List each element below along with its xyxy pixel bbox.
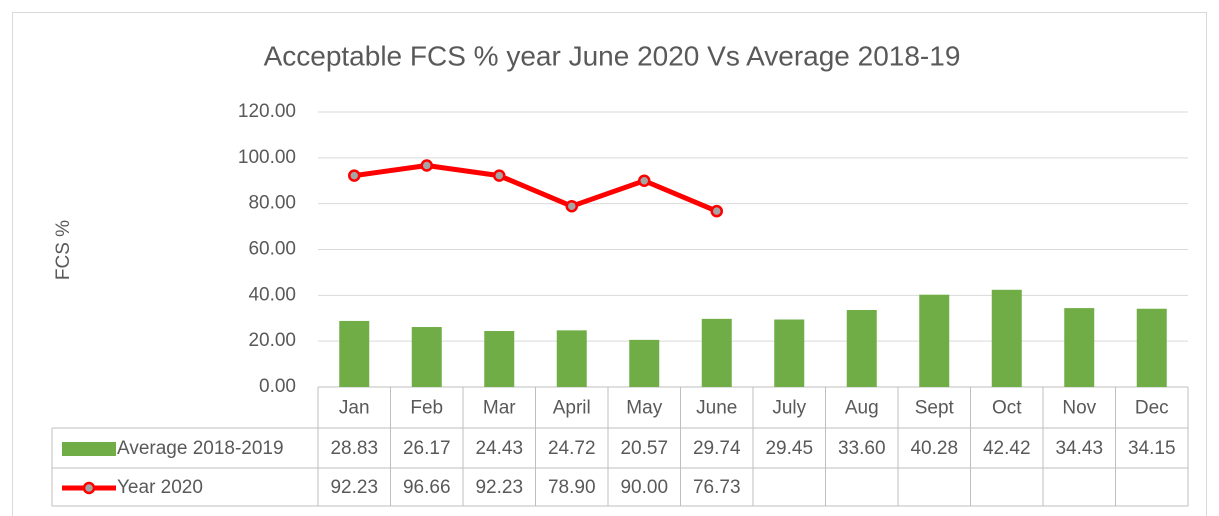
y-tick-label: 120.00 [238,101,296,122]
table-value: 96.66 [403,477,451,498]
x-tick-label: April [553,398,591,419]
bar [701,318,732,387]
x-tick-label: Jan [339,398,370,419]
table-value: 78.90 [548,477,596,498]
line [353,162,718,214]
line-marker [638,174,651,187]
y-tick-label: 80.00 [248,193,296,214]
table-value: 26.17 [403,438,451,459]
table-value: 34.43 [1055,438,1103,459]
y-axis-label: FCS % [53,220,74,280]
y-tick-label: 40.00 [248,284,296,305]
line-marker [493,169,506,182]
x-tick-label: Mar [483,398,516,419]
x-tick-label: Oct [992,398,1022,419]
chart-title: Acceptable FCS % year June 2020 Vs Avera… [264,40,961,71]
line-marker [710,204,723,218]
x-tick-label: May [626,398,662,419]
y-tick-label: 100.00 [238,147,296,168]
bar [339,320,370,387]
bar [1136,308,1167,387]
y-tick-label: 20.00 [248,330,296,351]
x-tick-label: Nov [1062,398,1096,419]
table-value: 33.60 [838,438,886,459]
table-value: 42.42 [983,438,1031,459]
y-tick-label: 60.00 [248,239,296,260]
table-value: 92.23 [330,477,378,498]
legend-key [62,442,116,456]
legend-label: Average 2018-2019 [117,438,284,459]
chart-border [12,12,1207,516]
line-marker [420,159,433,172]
table-value: 34.15 [1128,438,1176,459]
table-value: 24.43 [475,438,523,459]
bar [774,319,805,387]
bar [629,339,660,387]
table-value: 20.57 [620,438,668,459]
table-value: 29.45 [765,438,813,459]
line-marker [565,199,578,213]
bar [484,331,515,387]
table-value: 29.74 [693,438,741,459]
table-value: 90.00 [620,477,668,498]
bar [411,327,442,387]
x-tick-label: June [696,398,737,419]
table-value: 28.83 [330,438,378,459]
x-tick-label: Sept [915,398,955,419]
table-value: 40.28 [910,438,958,459]
table-value: 92.23 [475,477,523,498]
bar [1064,308,1095,387]
bar [991,289,1022,387]
bar [919,294,950,387]
table-value: 76.73 [693,477,741,498]
x-tick-label: July [772,398,806,419]
bar [846,310,877,387]
line-marker [348,169,361,182]
x-tick-label: Aug [845,398,879,419]
table-value: 24.72 [548,438,596,459]
bar [556,330,587,387]
legend-label: Year 2020 [117,477,203,498]
x-tick-label: Feb [410,398,443,419]
legend-key [82,481,96,495]
y-tick-label: 0.00 [259,376,296,397]
x-tick-label: Dec [1135,398,1169,419]
